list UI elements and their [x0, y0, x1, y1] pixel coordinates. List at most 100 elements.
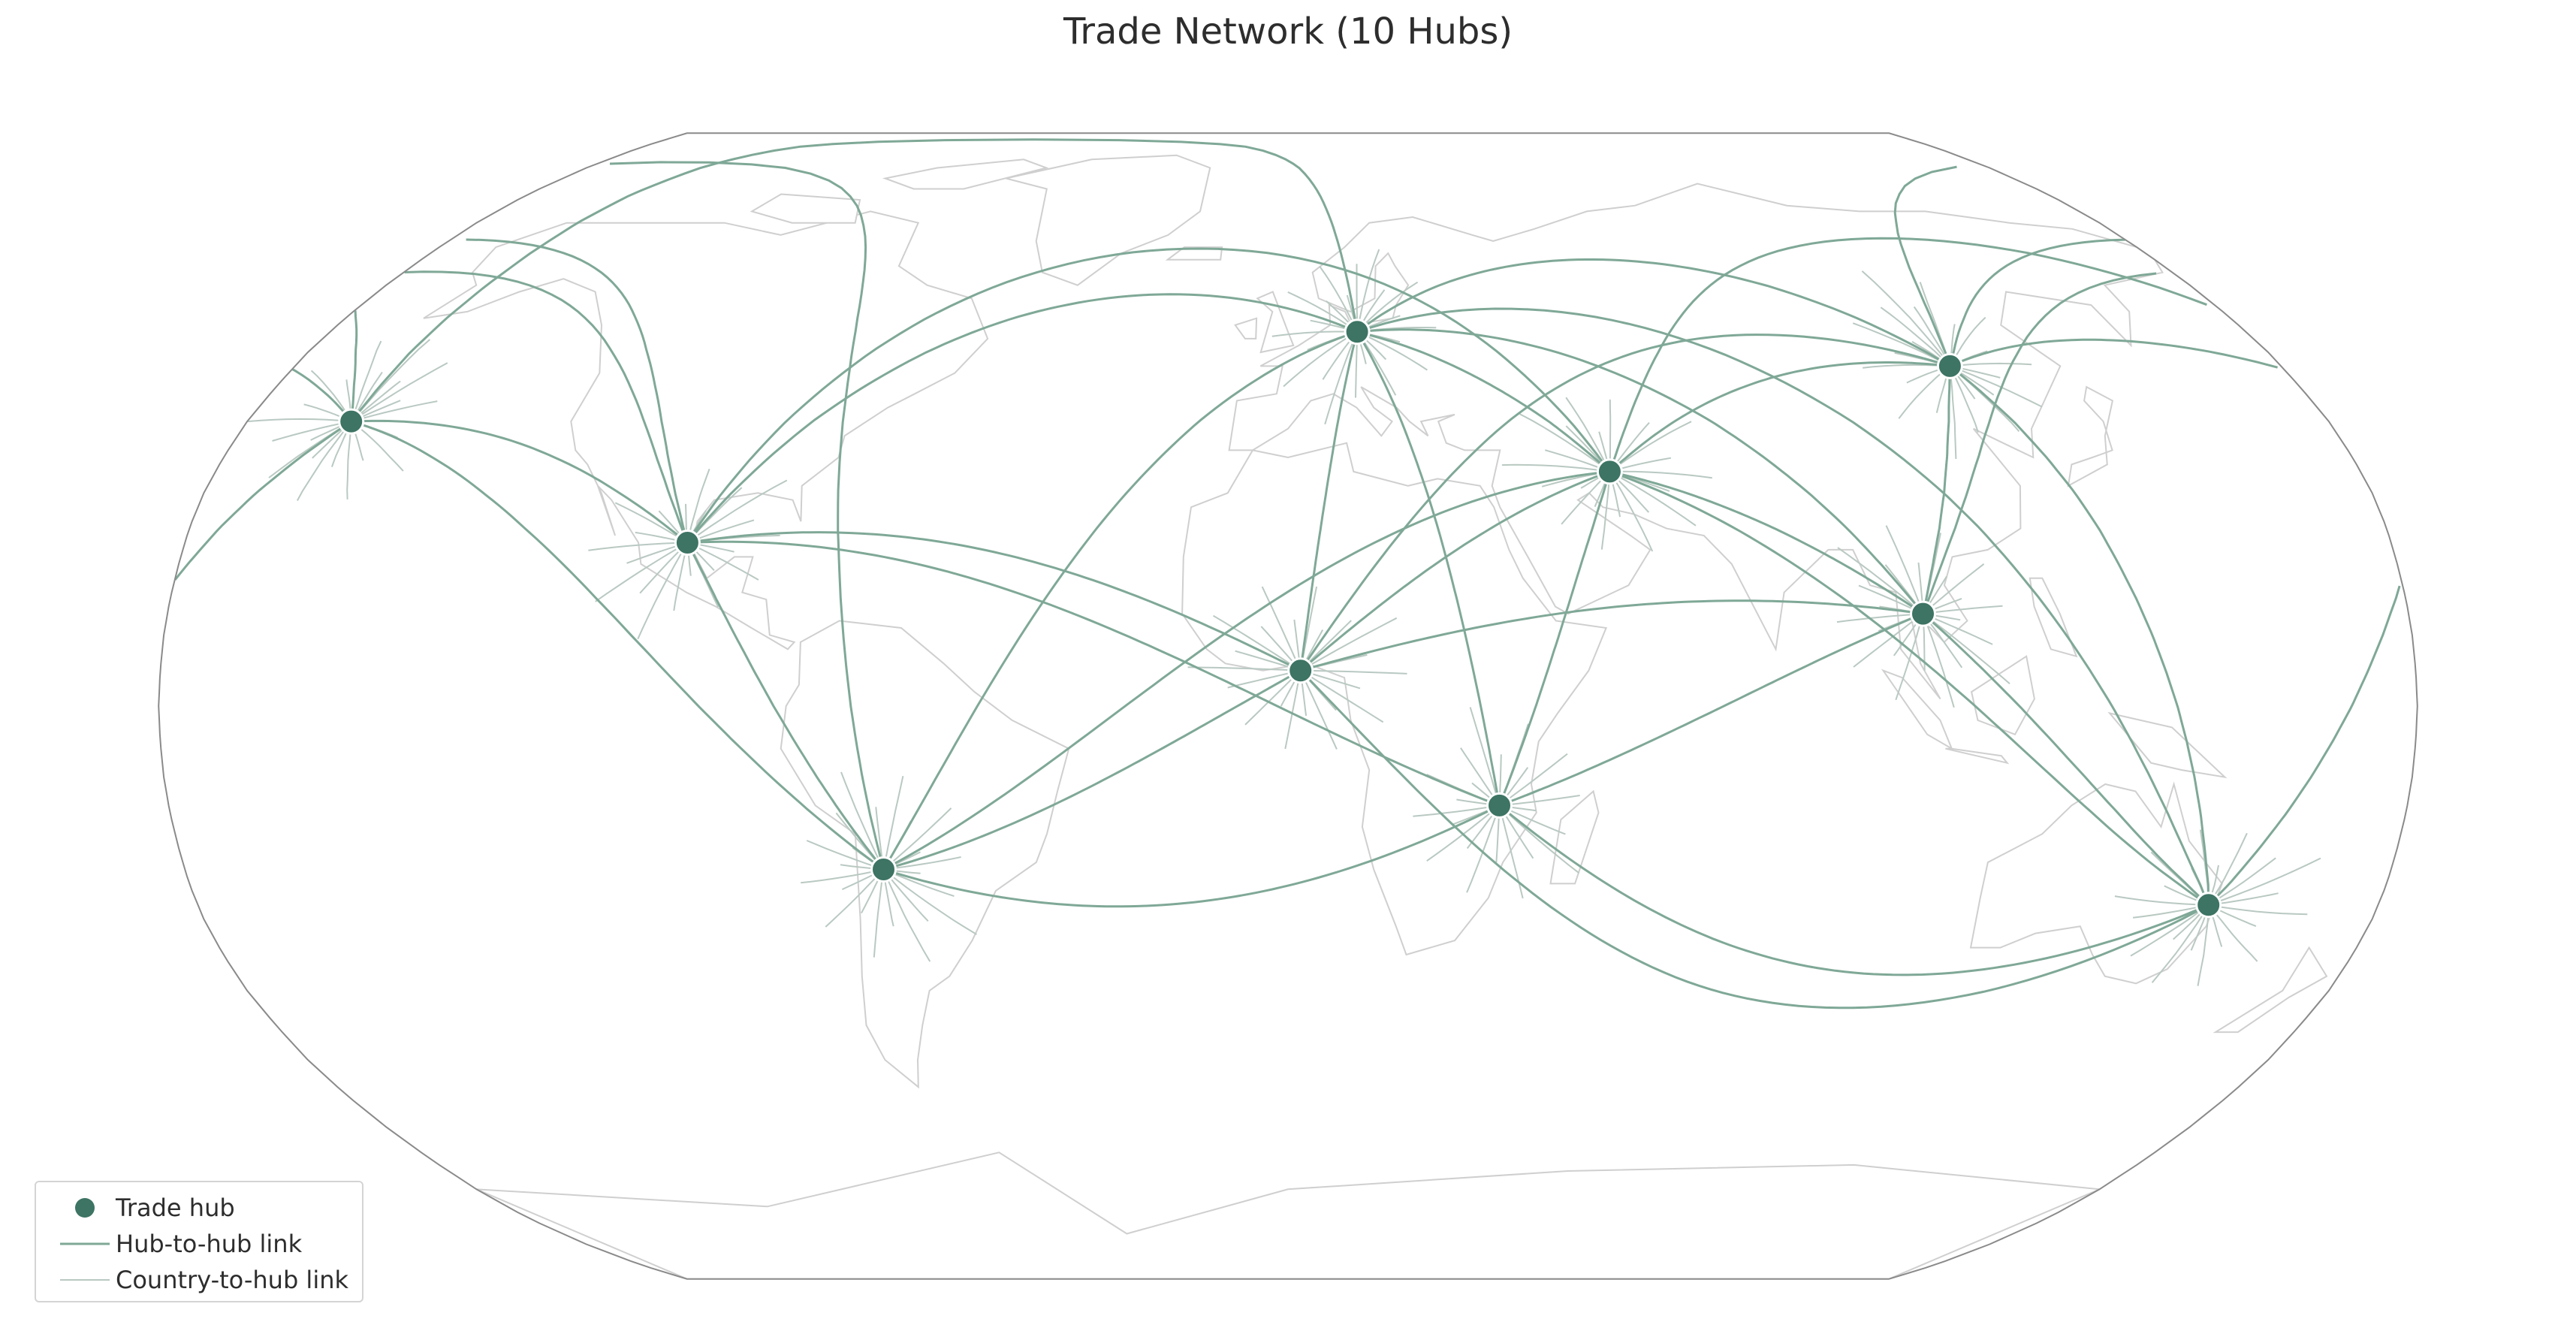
hub-link-15	[883, 804, 1501, 908]
hub-link-21	[1299, 669, 2210, 1010]
country-link-east-asia-19	[1861, 270, 1951, 367]
country-link-southern-africa-5	[1413, 804, 1500, 817]
country-link-south-america-11	[825, 868, 885, 928]
landmass-2	[882, 158, 1049, 190]
hub-link-26	[1356, 331, 1501, 806]
country-link-central-asia-1	[1519, 413, 1610, 472]
legend: Trade hub Hub-to-hub link Country-to-hub…	[35, 1181, 363, 1302]
hub-link-10	[686, 247, 1611, 544]
hub-link-line-icon	[60, 1242, 110, 1245]
landmass-9	[2213, 946, 2328, 1034]
country-link-north-america-10	[588, 542, 688, 551]
trade-hub-europe	[1344, 318, 1371, 346]
country-link-oceania-2	[2130, 904, 2210, 957]
country-link-southern-africa-9	[1466, 805, 1501, 893]
country-link-europe-10	[1324, 331, 1359, 425]
landmass-18	[1165, 246, 1223, 261]
trade-hub-east-asia	[1936, 352, 1963, 379]
country-link-europe-6	[1271, 330, 1358, 337]
country-link-west-africa-16	[1300, 669, 1384, 723]
country-link-south-asia-12	[1923, 605, 2003, 615]
country-link-south-america-15	[882, 869, 931, 962]
hub-link-13	[883, 669, 1302, 871]
hub-link-30	[1498, 804, 2210, 976]
country-link-southern-africa-0	[1469, 707, 1501, 806]
country-link-oceania-13	[2208, 857, 2276, 906]
country-link-central-asia-10	[1609, 471, 1654, 552]
trade-hub-north-america	[674, 530, 701, 556]
hub-link-4	[173, 420, 2401, 906]
trade-hub-southern-africa	[1486, 792, 1513, 819]
trade-hub-south-asia	[1910, 600, 1936, 627]
trade-hubs	[338, 318, 2222, 919]
trade-hub-north-pacific	[338, 408, 365, 435]
country-link-europe-15	[1356, 330, 1428, 371]
country-link-west-africa-12	[1284, 670, 1302, 750]
trade-hub-oceania	[2195, 892, 2222, 919]
landmass-14	[1970, 655, 2035, 736]
country-link-south-asia-9	[1922, 613, 2010, 684]
hub-link-20	[1300, 599, 1923, 672]
landmass-19	[476, 1151, 2100, 1279]
network	[173, 138, 2401, 1010]
trade-hub-south-america	[870, 856, 897, 883]
country-link-south-asia-18	[1885, 525, 1924, 614]
hub-link-16	[882, 470, 1610, 871]
landmass-6	[1181, 442, 1608, 956]
country-link-central-asia-14	[1609, 470, 1712, 479]
country-link-central-asia-21	[1565, 397, 1611, 472]
map-frame	[158, 132, 2418, 1280]
hub-link-2	[350, 138, 1359, 423]
country-link-west-africa-5	[1212, 614, 1302, 672]
hub-link-35	[1949, 365, 2210, 905]
hub-link-17	[609, 161, 1957, 870]
country-link-west-africa-7	[1187, 666, 1301, 672]
legend-label-hub-link: Hub-to-hub link	[116, 1230, 303, 1258]
landmass-0	[423, 210, 989, 650]
hub-link-11	[404, 270, 2157, 614]
country-link-east-asia-6	[1949, 366, 1957, 460]
hub-link-28	[1498, 471, 1611, 806]
hub-link-5	[350, 237, 2207, 472]
country-link-north-america-12	[595, 542, 688, 602]
hub-link-23	[1356, 330, 1611, 473]
legend-item-hub-link: Hub-to-hub link	[36, 1229, 362, 1259]
country-link-north-america-14	[637, 542, 689, 640]
hub-link-14	[882, 330, 1358, 871]
hub-marker-icon	[75, 1198, 95, 1218]
hub-link-6	[686, 542, 885, 871]
hub-marker-swatch	[75, 1198, 95, 1218]
country-link-oceania-6	[2197, 904, 2210, 986]
hub-link-9	[466, 238, 2125, 543]
country-link-east-asia-11	[1950, 365, 2043, 408]
hub-link-7	[687, 531, 1302, 672]
landmass-12	[1881, 668, 1953, 751]
country-link-south-america-4	[840, 771, 885, 870]
country-link-north-pacific-16	[297, 421, 352, 501]
country-link-south-asia-3	[1853, 613, 1924, 668]
country-link-oceania-21	[2114, 895, 2209, 906]
hub-link-27	[1356, 307, 2210, 906]
legend-item-trade-hub: Trade hub	[36, 1193, 362, 1223]
country-link-south-america-9	[801, 868, 884, 884]
country-link-europe-8	[1283, 330, 1358, 388]
country-link-central-asia-12	[1609, 471, 1697, 527]
country-link-south-america-13	[873, 869, 885, 958]
country-link-west-africa-18	[1300, 669, 1407, 675]
country-link-west-africa-3	[1261, 586, 1302, 672]
hub-link-29	[1498, 612, 1924, 807]
country-link-oceania-4	[2151, 904, 2210, 983]
country-link-south-america-0	[882, 807, 952, 871]
country-link-central-asia-3	[1501, 463, 1610, 472]
country-link-north-pacific-7	[350, 340, 382, 422]
landmass-15	[2107, 711, 2228, 779]
country-link-north-america-8	[614, 502, 688, 544]
legend-item-country-link: Country-to-hub link	[36, 1265, 362, 1295]
country-link-southern-africa-18	[1498, 753, 1568, 807]
landmass-13	[1945, 747, 2010, 765]
hub-link-24	[1356, 258, 1951, 367]
legend-label-country-link: Country-to-hub link	[116, 1266, 349, 1294]
hub-link-0	[351, 419, 689, 544]
country-link-southern-africa-16	[1499, 795, 1580, 807]
